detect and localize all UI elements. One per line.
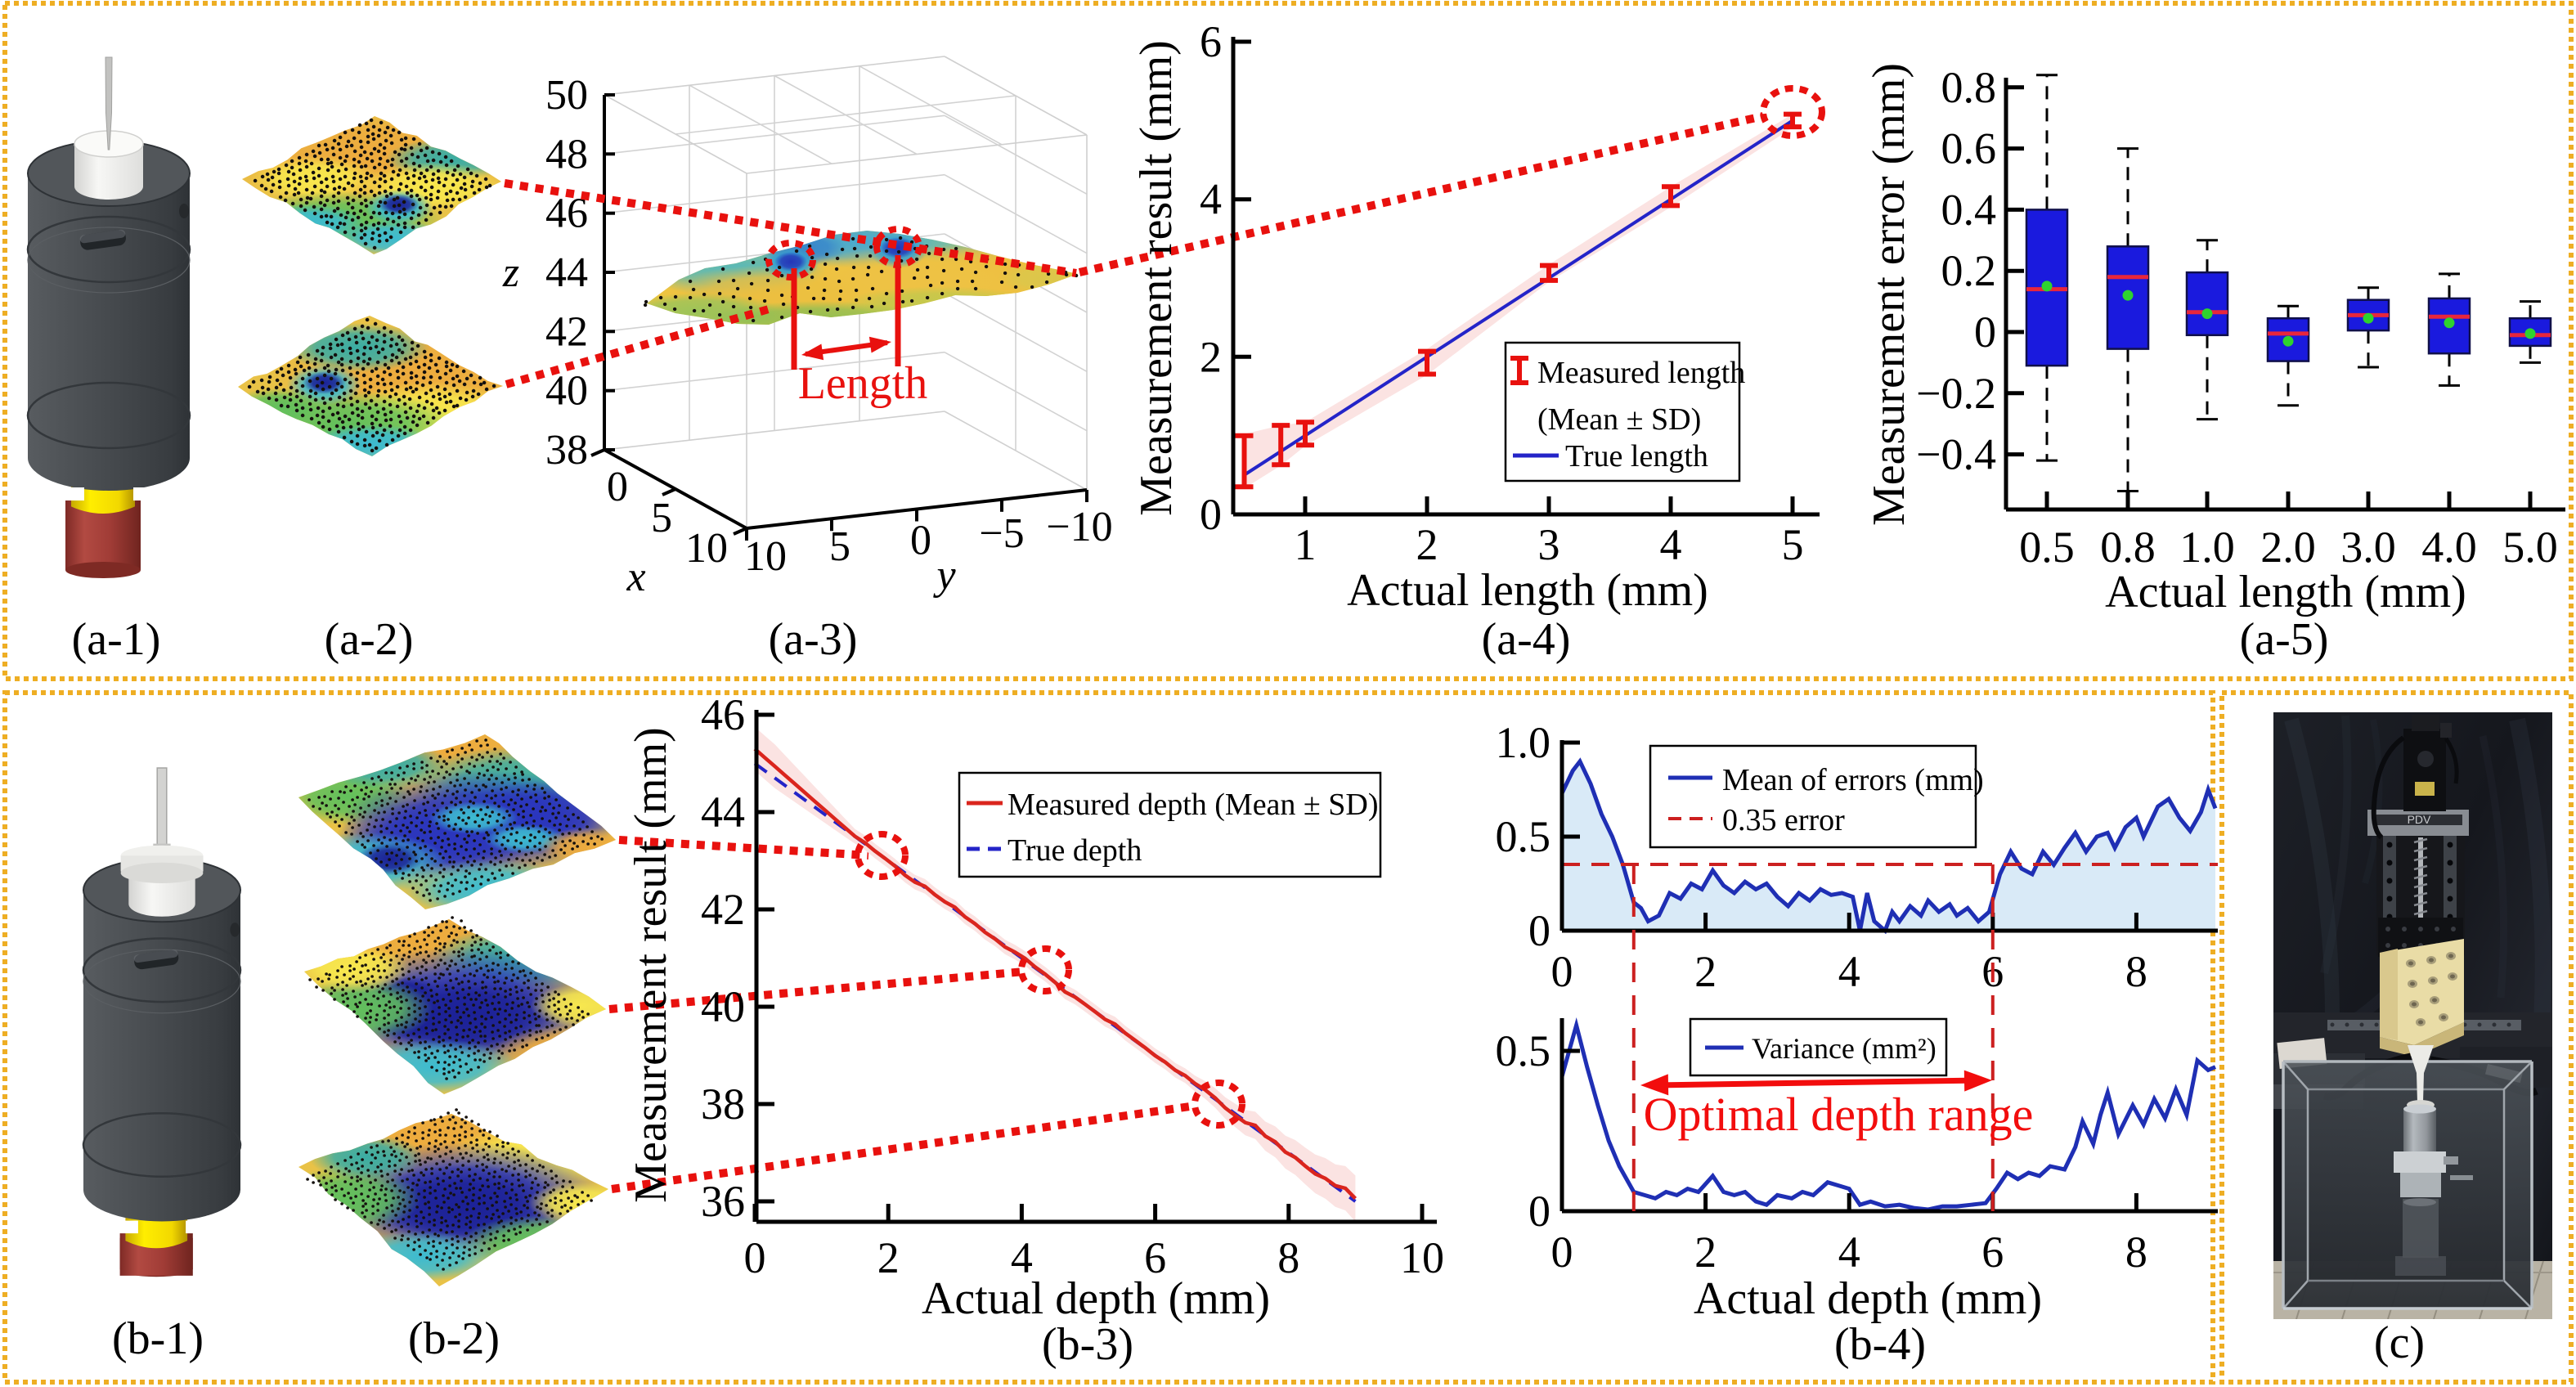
- svg-text:0.5: 0.5: [1496, 812, 1551, 861]
- svg-text:4: 4: [1200, 175, 1222, 224]
- svg-text:z: z: [502, 249, 519, 296]
- svg-text:True depth: True depth: [1008, 833, 1142, 868]
- svg-text:Optimal depth range: Optimal depth range: [1644, 1088, 2034, 1141]
- svg-text:1.0: 1.0: [1496, 718, 1551, 767]
- svg-text:0: 0: [1551, 947, 1573, 996]
- svg-text:50: 50: [545, 72, 588, 119]
- svg-text:44: 44: [545, 249, 588, 296]
- svg-text:Length: Length: [798, 358, 928, 409]
- svg-text:Actual depth (mm): Actual depth (mm): [1694, 1273, 2042, 1324]
- svg-text:0: 0: [1528, 1187, 1551, 1236]
- svg-text:(a-1): (a-1): [72, 614, 161, 665]
- svg-text:38: 38: [701, 1080, 745, 1129]
- svg-text:(a-2): (a-2): [325, 614, 414, 665]
- svg-text:0: 0: [1528, 906, 1551, 955]
- svg-text:36: 36: [701, 1177, 745, 1226]
- svg-text:Measured length: Measured length: [1537, 356, 1745, 390]
- svg-text:2: 2: [1694, 1228, 1717, 1277]
- svg-text:(Mean ± SD): (Mean ± SD): [1537, 402, 1701, 437]
- svg-text:Actual length (mm): Actual length (mm): [2105, 567, 2466, 617]
- svg-text:Actual length (mm): Actual length (mm): [1347, 565, 1708, 616]
- svg-text:6: 6: [1981, 1228, 2004, 1277]
- svg-text:48: 48: [545, 131, 588, 177]
- svg-text:46: 46: [701, 690, 745, 739]
- svg-text:(b-2): (b-2): [408, 1313, 500, 1364]
- svg-text:0.8: 0.8: [1941, 63, 1997, 112]
- svg-text:5: 5: [1782, 520, 1804, 569]
- svg-text:42: 42: [701, 885, 745, 934]
- svg-text:−5: −5: [979, 510, 1024, 557]
- svg-text:y: y: [932, 552, 956, 599]
- svg-text:40: 40: [545, 368, 588, 415]
- svg-text:6: 6: [1200, 17, 1222, 66]
- svg-text:0: 0: [744, 1233, 766, 1282]
- svg-text:0.35 error: 0.35 error: [1722, 803, 1845, 837]
- svg-text:−0.4: −0.4: [1916, 430, 1996, 479]
- svg-text:(a-3): (a-3): [769, 614, 858, 665]
- svg-text:40: 40: [701, 982, 745, 1031]
- svg-text:1: 1: [1295, 520, 1317, 569]
- svg-text:38: 38: [545, 427, 588, 474]
- svg-text:5.0: 5.0: [2502, 523, 2558, 572]
- svg-text:Mean of errors (mm): Mean of errors (mm): [1722, 763, 1984, 797]
- svg-text:(a-4): (a-4): [1482, 614, 1571, 665]
- svg-text:2: 2: [1694, 947, 1717, 996]
- svg-text:x: x: [626, 554, 645, 600]
- svg-text:(b-1): (b-1): [112, 1313, 204, 1364]
- svg-text:(c): (c): [2374, 1317, 2425, 1368]
- svg-text:44: 44: [701, 788, 745, 837]
- svg-text:8: 8: [2125, 947, 2147, 996]
- svg-text:5: 5: [829, 523, 850, 570]
- svg-text:0: 0: [1200, 490, 1222, 539]
- svg-text:0: 0: [607, 464, 628, 510]
- svg-text:4: 4: [1838, 947, 1860, 996]
- svg-text:0.4: 0.4: [1941, 185, 1997, 234]
- svg-text:−0.2: −0.2: [1916, 369, 1996, 418]
- svg-text:0.5: 0.5: [1496, 1026, 1551, 1075]
- svg-text:2: 2: [1200, 332, 1222, 381]
- svg-text:Actual depth (mm): Actual depth (mm): [922, 1273, 1270, 1324]
- svg-text:3: 3: [1538, 520, 1560, 569]
- svg-text:42: 42: [545, 308, 588, 355]
- svg-text:True length: True length: [1565, 439, 1708, 474]
- svg-text:2: 2: [877, 1233, 900, 1282]
- svg-text:2.0: 2.0: [2260, 523, 2316, 572]
- svg-text:Measurement result (mm): Measurement result (mm): [1131, 40, 1182, 516]
- svg-text:Measured depth (Mean ± SD): Measured depth (Mean ± SD): [1008, 788, 1379, 822]
- svg-text:6: 6: [1144, 1233, 1166, 1282]
- svg-text:PDV: PDV: [2408, 813, 2431, 826]
- svg-text:10: 10: [744, 533, 787, 580]
- svg-text:8: 8: [2125, 1228, 2147, 1277]
- svg-text:8: 8: [1277, 1233, 1299, 1282]
- svg-text:Measurement error (mm): Measurement error (mm): [1864, 63, 1914, 526]
- svg-text:4: 4: [1011, 1233, 1033, 1282]
- svg-text:0.5: 0.5: [2019, 523, 2075, 572]
- svg-text:0: 0: [910, 518, 931, 564]
- svg-text:(b-4): (b-4): [1834, 1319, 1926, 1370]
- svg-text:0.6: 0.6: [1941, 124, 1997, 173]
- svg-text:Variance (mm²): Variance (mm²): [1752, 1032, 1936, 1065]
- svg-text:1.0: 1.0: [2179, 523, 2235, 572]
- svg-text:10: 10: [1400, 1233, 1444, 1282]
- svg-text:0: 0: [1974, 307, 1996, 357]
- svg-text:5: 5: [651, 495, 672, 541]
- svg-text:0.2: 0.2: [1941, 246, 1997, 295]
- svg-text:0.8: 0.8: [2100, 523, 2156, 572]
- svg-text:4: 4: [1838, 1228, 1860, 1277]
- svg-text:4.0: 4.0: [2421, 523, 2477, 572]
- svg-text:10: 10: [685, 525, 728, 572]
- svg-text:−10: −10: [1046, 504, 1112, 550]
- svg-text:4: 4: [1660, 520, 1682, 569]
- svg-text:2: 2: [1416, 520, 1438, 569]
- svg-text:(b-3): (b-3): [1042, 1319, 1133, 1370]
- svg-text:3.0: 3.0: [2340, 523, 2396, 572]
- svg-text:Measurement result (mm): Measurement result (mm): [626, 727, 676, 1203]
- svg-text:(a-5): (a-5): [2240, 614, 2329, 665]
- svg-text:0: 0: [1551, 1228, 1573, 1277]
